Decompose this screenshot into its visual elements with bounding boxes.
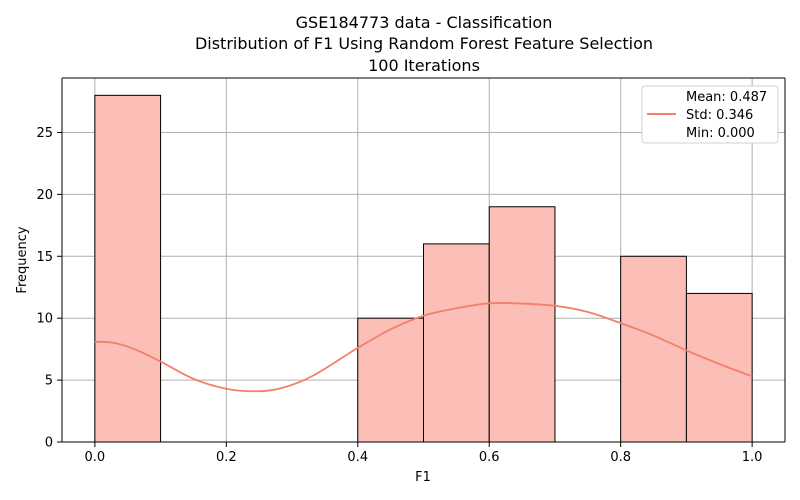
- histogram-bar: [620, 255, 687, 443]
- histogram-bars: [94, 94, 753, 443]
- histogram-bar: [357, 317, 425, 443]
- y-tick-label: 0: [45, 436, 53, 451]
- title-line-2: Distribution of F1 Using Random Forest F…: [195, 34, 653, 53]
- x-tick-label: 0.2: [216, 450, 237, 465]
- legend-min-label: Min: 0.000: [686, 126, 755, 141]
- x-tick-label: 0.4: [347, 450, 368, 465]
- x-tick-label: 0.8: [610, 450, 631, 465]
- y-tick-label: 10: [36, 312, 53, 327]
- chart-title: GSE184773 data - Classification Distribu…: [195, 13, 653, 75]
- y-ticks: 0 5 10 15 20 25: [36, 126, 62, 451]
- legend: Mean: 0.487 Std: 0.346 Min: 0.000: [641, 85, 779, 144]
- histogram-bar: [488, 206, 556, 443]
- y-tick-label: 15: [36, 250, 53, 265]
- legend-box: [641, 85, 779, 144]
- y-tick-label: 25: [36, 126, 53, 141]
- legend-mean-label: Mean: 0.487: [686, 90, 767, 105]
- y-tick-label: 20: [36, 188, 53, 203]
- histogram-bar: [685, 292, 753, 443]
- x-tick-label: 0.0: [85, 450, 106, 465]
- x-tick-label: 0.6: [479, 450, 500, 465]
- y-axis-label: Frequency: [15, 226, 30, 293]
- legend-std-label: Std: 0.346: [686, 108, 753, 123]
- x-ticks: 0.0 0.2 0.4 0.6 0.8 1.0: [85, 442, 763, 465]
- kde-curve: [94, 301, 753, 393]
- x-axis-label: F1: [415, 470, 431, 485]
- title-line-1: GSE184773 data - Classification: [296, 13, 553, 32]
- title-line-3: 100 Iterations: [368, 56, 480, 75]
- x-tick-label: 1.0: [742, 450, 763, 465]
- y-tick-label: 5: [45, 374, 53, 389]
- axis-frame: [61, 77, 786, 443]
- histogram-bar: [423, 243, 490, 443]
- histogram-bar: [94, 94, 162, 443]
